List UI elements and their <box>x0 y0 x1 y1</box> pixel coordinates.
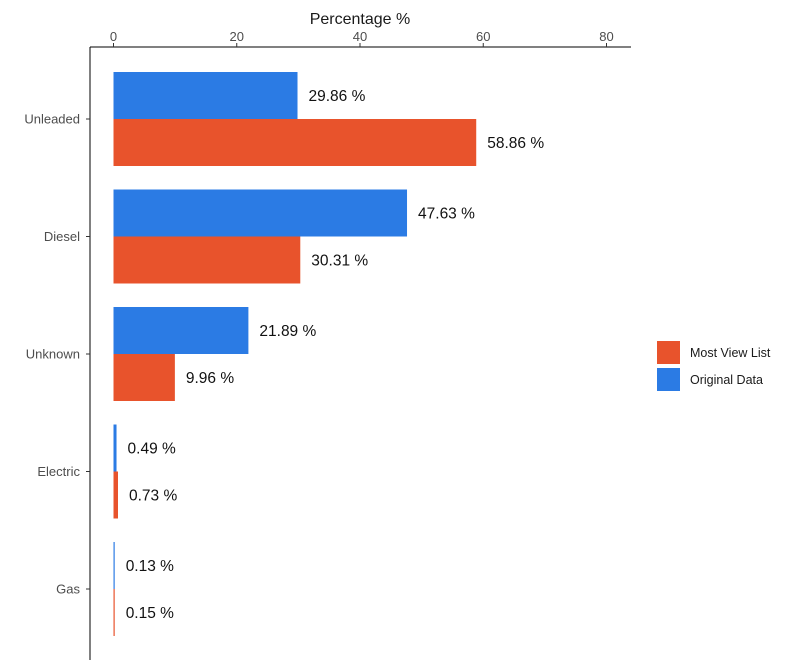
y-tick-label: Electric <box>37 464 80 479</box>
x-tick-label: 40 <box>353 29 367 44</box>
y-tick-label: Unknown <box>26 347 80 362</box>
legend-label: Most View List <box>690 346 771 360</box>
data-label: 47.63 % <box>418 206 475 223</box>
y-axis: Unleaded Diesel Unknown Electric Gas <box>24 47 91 660</box>
bar <box>113 542 115 589</box>
data-label: 30.31 % <box>311 253 368 270</box>
x-tick-label: 80 <box>599 29 613 44</box>
bar <box>113 72 298 119</box>
bar <box>113 471 118 519</box>
bar <box>113 307 249 354</box>
bar <box>113 236 301 284</box>
data-label: 0.49 % <box>128 441 176 458</box>
y-tick-label: Gas <box>56 582 80 597</box>
y-tick-label: Unleaded <box>24 112 80 127</box>
data-label: 0.15 % <box>126 605 174 622</box>
data-label: 29.86 % <box>309 88 366 105</box>
data-labels-group: 29.86 % 58.86 % 47.63 % 30.31 % 21.89 % 9.96 … <box>126 88 545 622</box>
bar <box>113 589 115 636</box>
legend: Most View List Original Data <box>657 341 771 391</box>
bar <box>113 424 117 472</box>
legend-swatch <box>657 341 680 364</box>
data-label: 0.73 % <box>129 488 177 505</box>
data-label: 0.13 % <box>126 558 174 575</box>
bar <box>113 119 477 166</box>
x-axis: 0 20 40 60 80 <box>90 29 631 48</box>
x-axis-title: Percentage % <box>310 11 411 28</box>
data-label: 58.86 % <box>487 135 544 152</box>
bar <box>113 354 175 401</box>
x-tick-label: 0 <box>110 29 117 44</box>
x-tick-label: 20 <box>230 29 244 44</box>
data-label: 9.96 % <box>186 370 234 387</box>
legend-label: Original Data <box>690 373 763 387</box>
x-tick-label: 60 <box>476 29 490 44</box>
legend-swatch <box>657 368 680 391</box>
bar <box>113 189 408 237</box>
data-label: 21.89 % <box>259 323 316 340</box>
bars-group <box>113 72 477 636</box>
y-tick-label: Diesel <box>44 229 80 244</box>
